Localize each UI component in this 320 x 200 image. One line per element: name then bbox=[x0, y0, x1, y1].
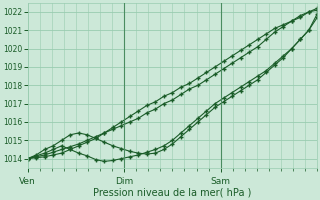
X-axis label: Pression niveau de la mer( hPa ): Pression niveau de la mer( hPa ) bbox=[93, 187, 252, 197]
